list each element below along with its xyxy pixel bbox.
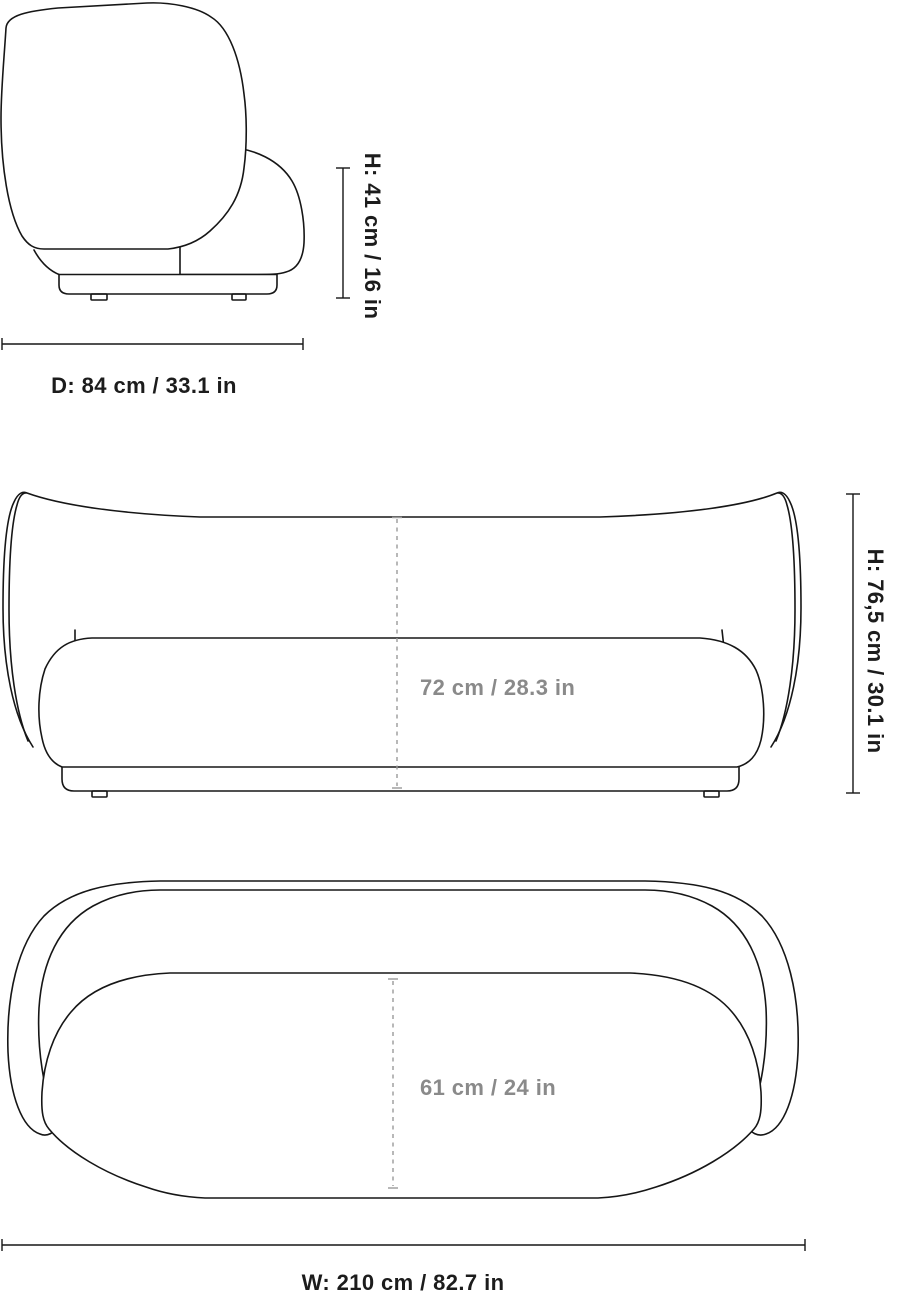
side-view-drawing xyxy=(0,2,350,350)
front-foot-right xyxy=(703,790,720,798)
side-foot-left xyxy=(90,293,108,301)
side-foot-right xyxy=(231,293,247,301)
side-base-curve xyxy=(33,249,60,276)
front-height-dimension-line xyxy=(846,493,860,794)
top-view-drawing xyxy=(1,880,806,1251)
front-seat-width-measure-line xyxy=(392,516,402,789)
front-seat-width-label: 72 cm / 28.3 in xyxy=(420,675,576,700)
top-seat-depth-measure-line xyxy=(388,978,398,1189)
front-plinth xyxy=(61,766,740,792)
side-height-label: H: 41 cm / 16 in xyxy=(360,152,385,320)
front-foot-left xyxy=(91,790,108,798)
top-width-label: W: 210 cm / 82.7 in xyxy=(301,1270,505,1295)
top-seat-shape xyxy=(40,972,763,1199)
top-width-dimension-line xyxy=(1,1239,806,1251)
side-plinth xyxy=(58,273,278,295)
front-right-arm-inner-edge xyxy=(775,492,796,742)
top-seat-depth-label: 61 cm / 24 in xyxy=(420,1075,557,1100)
front-height-label: H: 76,5 cm / 30.1 in xyxy=(863,548,888,754)
side-depth-label: D: 84 cm / 33.1 in xyxy=(51,373,237,398)
side-backrest-shape xyxy=(0,2,248,250)
front-seat-shape xyxy=(38,637,765,768)
side-depth-dimension-line xyxy=(1,338,304,350)
front-view-drawing xyxy=(2,491,860,798)
side-height-dimension-line xyxy=(336,167,350,299)
front-left-arm-inner-edge xyxy=(8,492,29,742)
